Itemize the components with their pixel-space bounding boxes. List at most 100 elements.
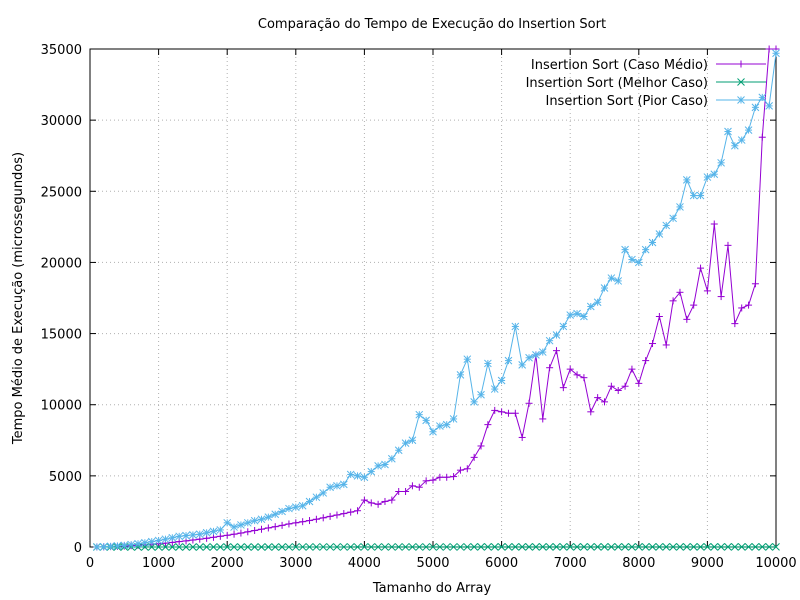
data-point [772,543,780,551]
data-point [394,543,403,551]
data-point [436,473,444,481]
data-point [518,543,527,551]
data-point [566,365,574,373]
data-point [737,136,746,144]
data-point [374,543,382,551]
x-tick-label: 8000 [622,556,655,571]
data-point [697,264,705,272]
data-point [614,277,623,285]
data-point [641,245,650,254]
data-point [682,176,691,184]
data-point [552,331,561,339]
data-point [724,127,732,136]
data-point [195,530,204,539]
data-point [470,398,479,406]
data-point [209,543,218,551]
data-point [202,528,211,537]
legend-marker [737,96,745,104]
y-tick-label: 20000 [41,256,82,271]
data-point [189,531,197,539]
data-point [216,543,225,551]
data-point [683,315,691,323]
data-point [751,543,760,551]
x-tick-label: 6000 [485,556,518,571]
data-point [497,543,506,551]
data-point [353,472,362,480]
data-point [175,543,184,551]
data-point [189,543,197,551]
data-point [490,543,499,551]
y-tick-label: 25000 [41,185,82,200]
data-point [552,543,561,551]
data-point [600,543,609,551]
data-point [689,191,698,200]
data-point [292,519,300,527]
data-point [573,543,581,551]
data-point [326,512,334,520]
data-point [319,543,328,551]
axes: 0 1000 2000 3000 4000 5000 6000 7000 8000 9000 100… [41,43,797,571]
data-point [477,543,485,551]
y-tick-label: 10000 [41,399,82,414]
data-point [744,543,753,551]
data-point [655,312,663,320]
data-point [401,543,410,551]
legend-label: Insertion Sort (Pior Caso) [545,94,708,109]
data-point [429,543,437,551]
x-axis-label: Tamanho do Array [372,581,492,596]
data-point [484,359,492,368]
data-point [593,543,602,551]
data-point [614,386,622,394]
data-point [669,297,677,305]
data-point [244,528,252,536]
data-point [559,543,568,551]
data-point [641,543,650,551]
data-point [443,473,451,481]
data-point [703,543,712,551]
data-point [477,442,485,450]
data-point [387,543,396,551]
data-point [484,543,492,551]
data-point [525,543,533,551]
data-point [518,361,527,369]
data-point [237,543,245,551]
data-point [408,543,417,551]
data-point [463,465,471,473]
data-point [586,302,595,311]
data-point [93,543,101,551]
data-point [724,543,732,551]
data-point [442,543,451,551]
data-point [532,351,540,359]
x-tick-label: 10000 [755,556,796,571]
data-point [538,543,547,551]
data-point [388,496,396,504]
data-point [703,173,712,181]
data-point [449,415,458,423]
data-point [422,477,430,485]
legend-marker [737,60,745,68]
data-point [319,489,328,497]
data-point [395,488,403,496]
data-point [298,543,307,551]
data-point [291,543,300,551]
data-point [436,543,444,551]
data-point [285,543,293,551]
data-point [257,515,266,524]
data-point [168,533,177,542]
data-point [765,543,773,551]
data-point [580,543,588,551]
data-point [655,230,664,238]
data-point [422,543,430,551]
data-point [346,470,355,479]
data-point [312,543,321,551]
data-point [408,436,417,445]
data-point [367,499,375,507]
data-point [525,399,533,407]
grid-lines [90,49,776,547]
data-point [258,525,265,533]
y-tick-label: 15000 [41,328,82,343]
data-point [367,543,376,551]
data-point [147,543,156,551]
data-point [628,543,636,551]
series-2 [93,543,780,551]
